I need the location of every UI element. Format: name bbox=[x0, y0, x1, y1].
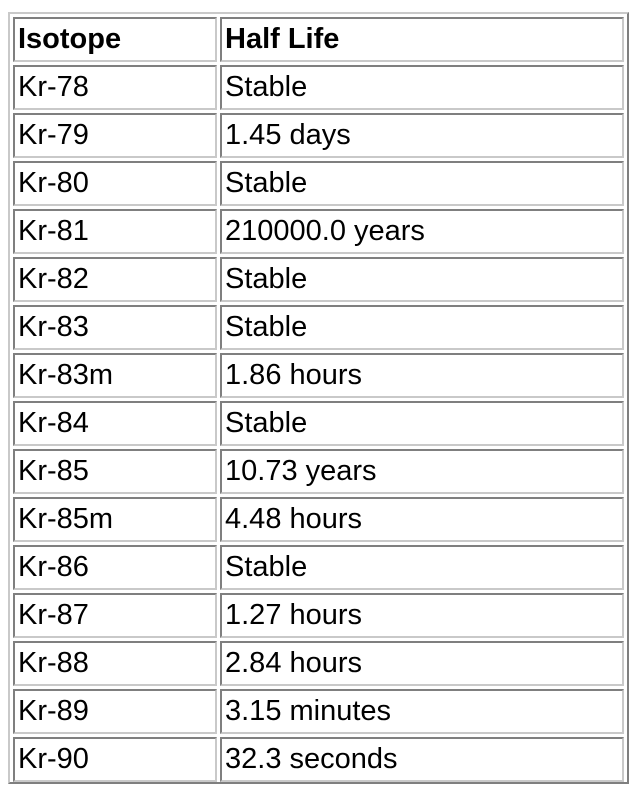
table-row: Kr-83m 1.86 hours bbox=[13, 353, 624, 398]
isotope-cell: Kr-78 bbox=[13, 65, 217, 110]
isotope-half-life-table: Isotope Half Life Kr-78 Stable Kr-79 1.4… bbox=[10, 14, 627, 785]
table-row: Kr-81 210000.0 years bbox=[13, 209, 624, 254]
header-half-life: Half Life bbox=[220, 17, 624, 62]
half-life-cell: Stable bbox=[220, 545, 624, 590]
half-life-cell: Stable bbox=[220, 257, 624, 302]
isotope-cell: Kr-82 bbox=[13, 257, 217, 302]
table-row: Kr-88 2.84 hours bbox=[13, 641, 624, 686]
isotope-cell: Kr-88 bbox=[13, 641, 217, 686]
table-row: Kr-82 Stable bbox=[13, 257, 624, 302]
isotope-cell: Kr-87 bbox=[13, 593, 217, 638]
half-life-cell: Stable bbox=[220, 305, 624, 350]
header-isotope: Isotope bbox=[13, 17, 217, 62]
table-row: Kr-85 10.73 years bbox=[13, 449, 624, 494]
half-life-cell: 1.27 hours bbox=[220, 593, 624, 638]
isotope-cell: Kr-89 bbox=[13, 689, 217, 734]
table-row: Kr-89 3.15 minutes bbox=[13, 689, 624, 734]
half-life-cell: 2.84 hours bbox=[220, 641, 624, 686]
table-row: Kr-86 Stable bbox=[13, 545, 624, 590]
isotope-cell: Kr-90 bbox=[13, 737, 217, 782]
half-life-cell: 210000.0 years bbox=[220, 209, 624, 254]
half-life-cell: Stable bbox=[220, 401, 624, 446]
half-life-cell: Stable bbox=[220, 65, 624, 110]
isotope-cell: Kr-83m bbox=[13, 353, 217, 398]
isotope-table-frame: Isotope Half Life Kr-78 Stable Kr-79 1.4… bbox=[8, 12, 629, 784]
half-life-cell: 10.73 years bbox=[220, 449, 624, 494]
half-life-cell: 4.48 hours bbox=[220, 497, 624, 542]
half-life-cell: 1.86 hours bbox=[220, 353, 624, 398]
isotope-cell: Kr-80 bbox=[13, 161, 217, 206]
isotope-cell: Kr-81 bbox=[13, 209, 217, 254]
isotope-cell: Kr-79 bbox=[13, 113, 217, 158]
isotope-cell: Kr-84 bbox=[13, 401, 217, 446]
table-header-row: Isotope Half Life bbox=[13, 17, 624, 62]
half-life-cell: 3.15 minutes bbox=[220, 689, 624, 734]
table-row: Kr-78 Stable bbox=[13, 65, 624, 110]
table-row: Kr-90 32.3 seconds bbox=[13, 737, 624, 782]
isotope-cell: Kr-85 bbox=[13, 449, 217, 494]
isotope-cell: Kr-83 bbox=[13, 305, 217, 350]
isotope-cell: Kr-85m bbox=[13, 497, 217, 542]
table-row: Kr-80 Stable bbox=[13, 161, 624, 206]
table-row: Kr-85m 4.48 hours bbox=[13, 497, 624, 542]
table-row: Kr-84 Stable bbox=[13, 401, 624, 446]
isotope-cell: Kr-86 bbox=[13, 545, 217, 590]
half-life-cell: 1.45 days bbox=[220, 113, 624, 158]
half-life-cell: 32.3 seconds bbox=[220, 737, 624, 782]
table-row: Kr-79 1.45 days bbox=[13, 113, 624, 158]
table-row: Kr-83 Stable bbox=[13, 305, 624, 350]
half-life-cell: Stable bbox=[220, 161, 624, 206]
table-row: Kr-87 1.27 hours bbox=[13, 593, 624, 638]
